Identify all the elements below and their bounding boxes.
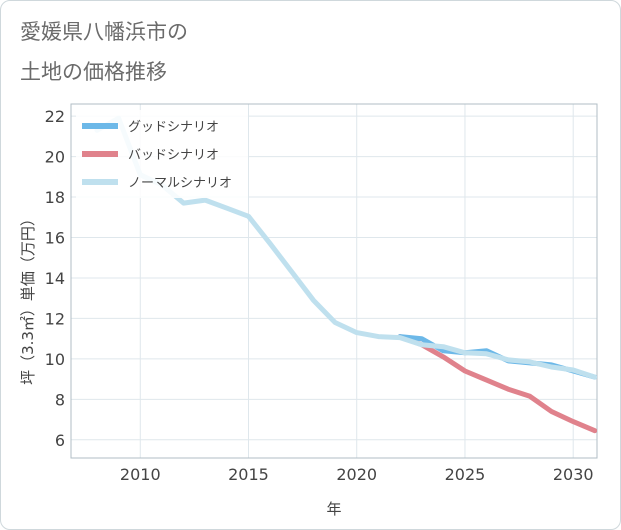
chart-title-line1: 愛媛県八幡浜市の [20,20,188,44]
data-point [311,298,315,302]
series-group [94,115,597,434]
x-tick-label: 2020 [336,465,377,484]
data-point [571,420,575,424]
data-point [550,365,553,369]
data-point [571,368,575,372]
data-point [441,355,445,359]
x-tick-label: 2015 [228,465,269,484]
data-point [550,410,553,413]
y-tick-label: 22 [45,107,65,126]
legend-label-2: ノーマルシナリオ [128,176,232,191]
data-point [463,369,467,373]
data-point [463,351,467,355]
y-tick-label: 14 [45,269,65,288]
data-point [485,352,489,356]
data-point [420,343,424,347]
legend-label-1: バッドシナリオ [128,148,219,163]
data-point [441,345,445,349]
plot-frame [70,103,598,459]
data-point [420,337,424,341]
data-point [355,331,359,335]
x-tick-label: 2030 [553,465,594,484]
series-line-1 [397,334,597,434]
tick-labels: 6 8 10 12 14 16 18 20 22 2010 2015 2020 2025 2030 [45,107,594,484]
data-point [528,360,532,364]
data-point [506,358,510,362]
y-tick-label: 10 [45,350,65,369]
x-axis-label: 年 [326,500,341,518]
legend-label-0: グッドシナリオ [128,120,219,135]
data-point [182,201,186,205]
y-tick-label: 16 [45,229,65,248]
data-point [441,349,445,353]
series-line-2 [94,115,597,380]
data-point [528,394,532,398]
data-point [268,242,272,246]
data-point [506,387,510,391]
y-tick-label: 12 [45,309,65,328]
data-point [333,321,337,324]
x-tick-label: 2010 [120,465,161,484]
data-point [247,214,250,218]
data-point [225,206,229,210]
data-point [376,335,380,339]
x-tick-label: 2025 [445,465,486,484]
y-tick-label: 6 [55,431,65,450]
data-point [203,198,207,202]
y-tick-label: 8 [55,390,65,409]
y-tick-label: 18 [45,188,65,207]
data-point [593,429,597,433]
chart-title-line2: 土地の価格推移 [20,60,167,84]
data-point [485,378,489,382]
y-tick-label: 20 [45,148,65,167]
y-axis-label: 坪（3.3㎡）単価（万円） [19,211,37,385]
data-point [398,336,402,340]
data-point [593,375,597,379]
data-point [290,270,294,274]
